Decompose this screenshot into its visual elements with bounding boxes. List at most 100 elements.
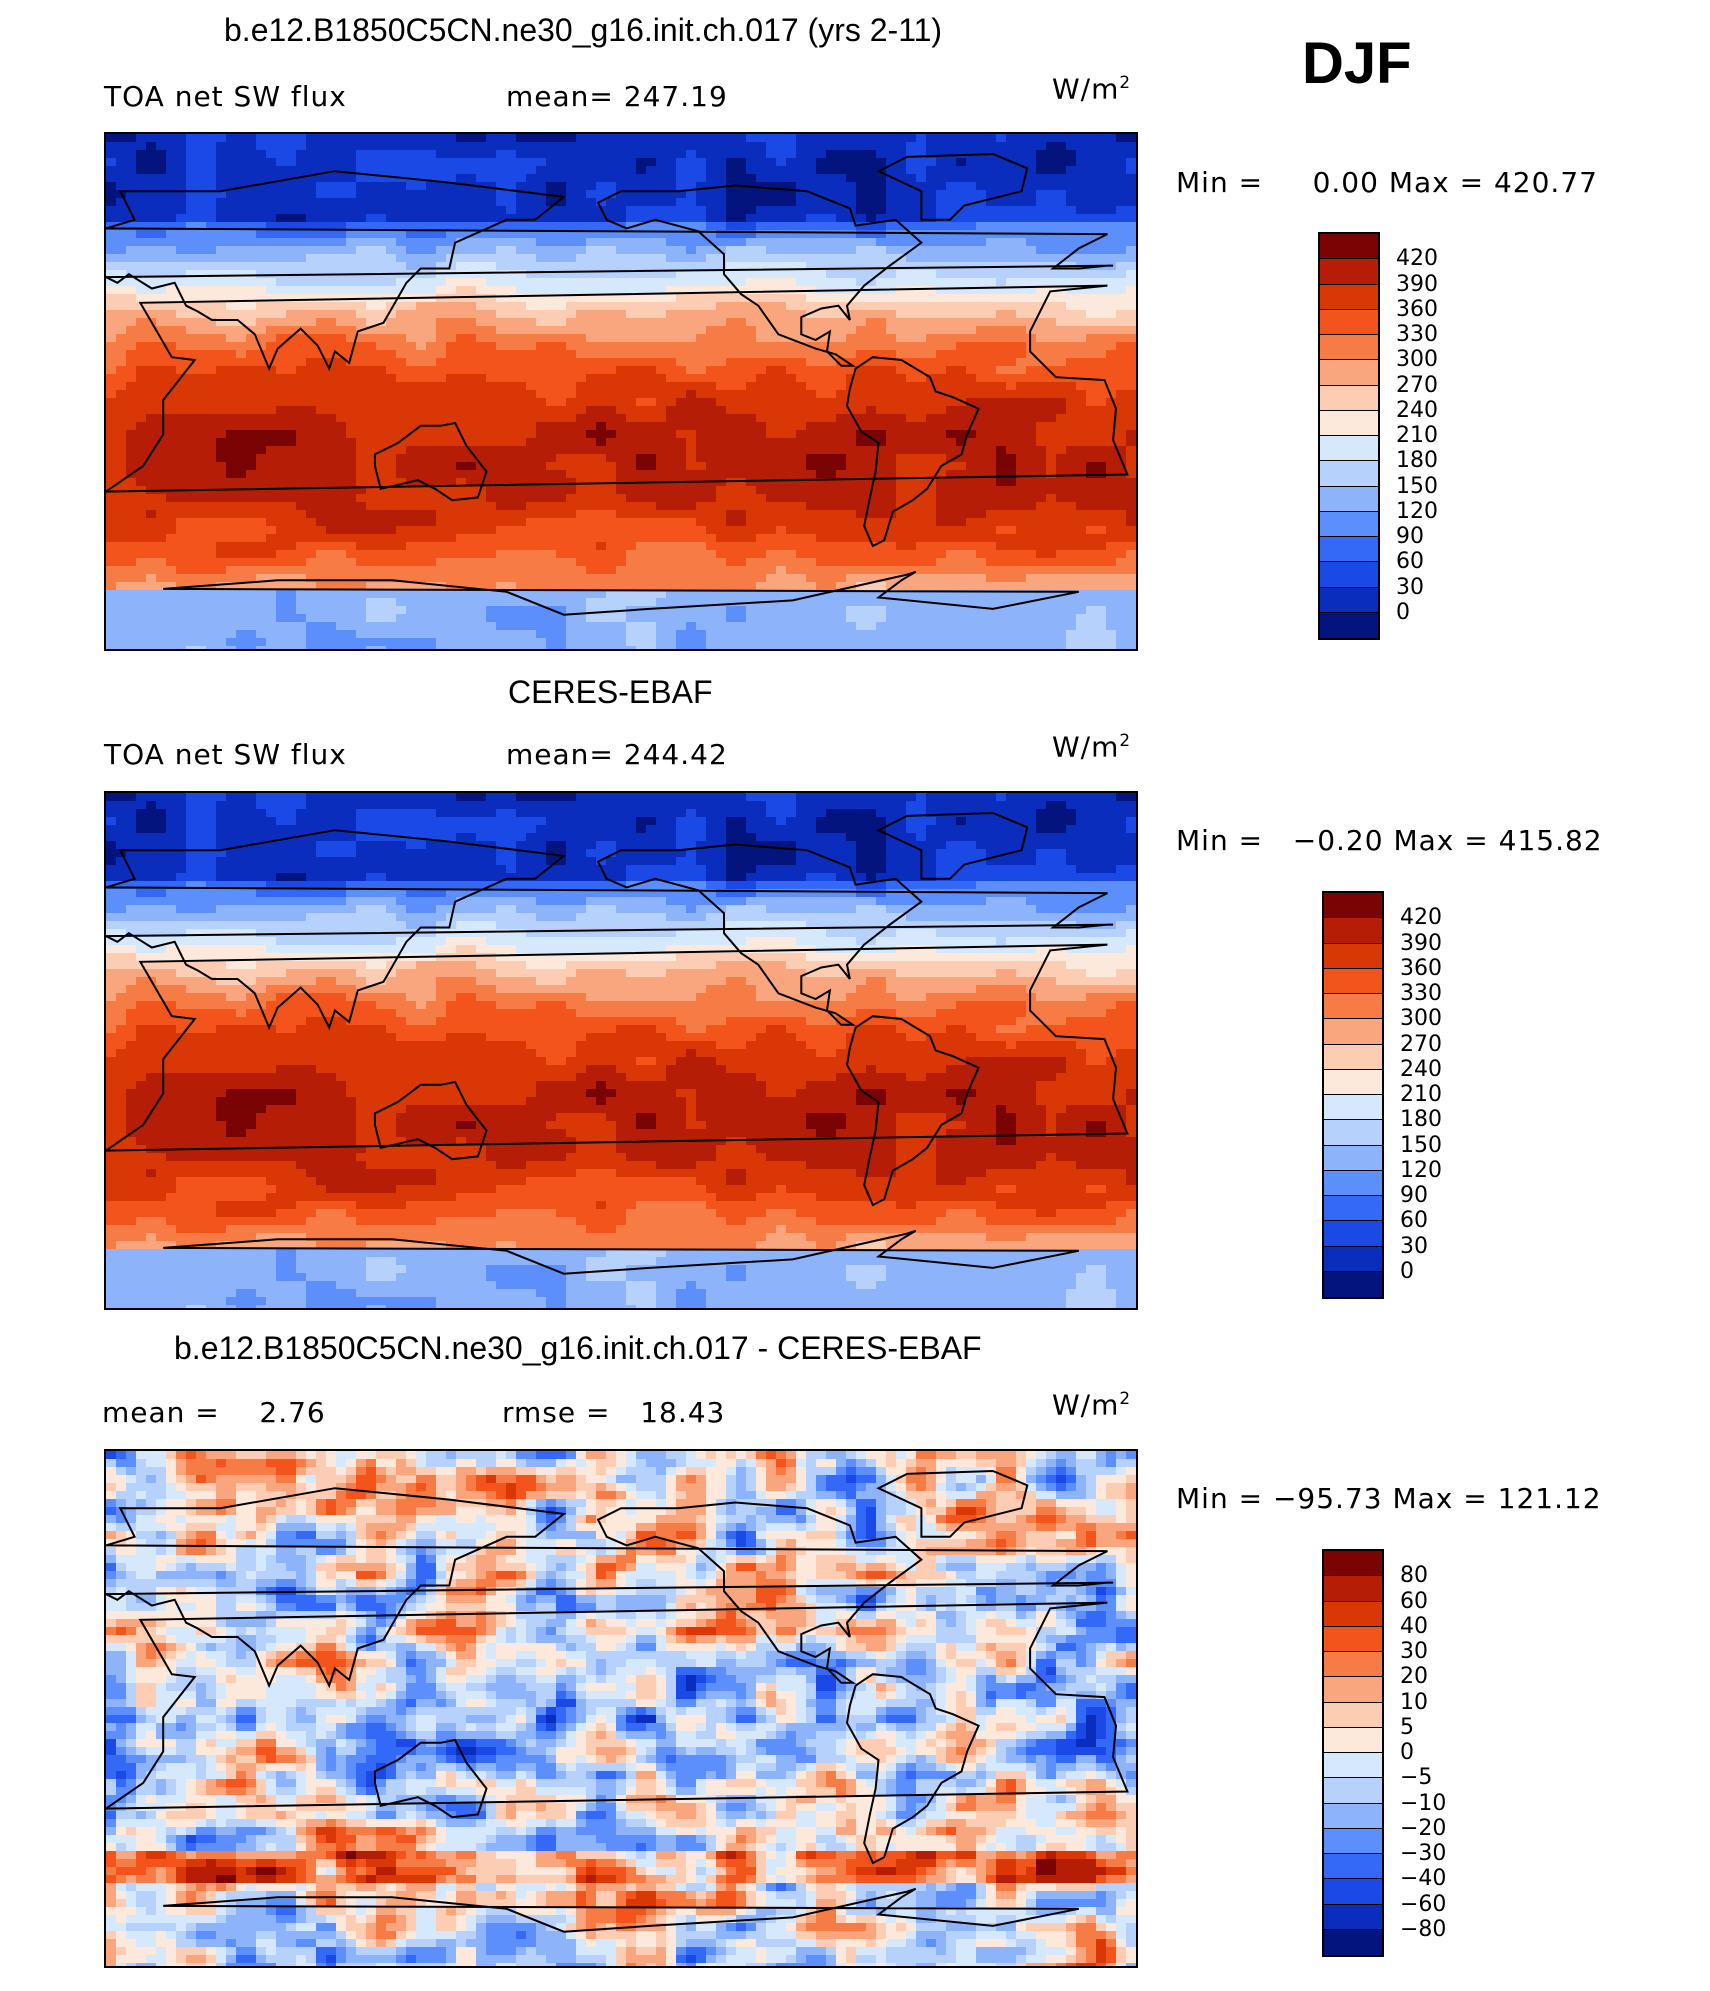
colorbar-segment [1324,1044,1382,1070]
colorbar-tick-label: 0 [1400,1259,1414,1284]
colorbar-segment [1324,1677,1382,1703]
panel1-mean-value: 247.19 [624,80,728,113]
colorbar-segment [1324,1551,1382,1577]
colorbar-tick-label: 180 [1396,448,1438,473]
panel1-min-max: Min = 0.00 Max = 420.77 [1176,166,1598,199]
colorbar-segment [1320,385,1378,411]
colorbar-segment [1324,1271,1382,1297]
panel3-map [104,1449,1138,1968]
colorbar-tick-label: 180 [1400,1107,1442,1132]
colorbar-tick-label: 420 [1396,246,1438,271]
colorbar-tick-label: 0 [1400,1740,1414,1765]
colorbar-segment [1324,968,1382,994]
colorbar-tick-label: 30 [1396,575,1424,600]
panel3-colorbar [1322,1549,1384,1957]
panel2-variable-label: TOA net SW flux [104,738,347,771]
panel3-mean-label: mean = 2.76 [102,1396,326,1429]
panel1-map [104,132,1138,651]
colorbar-tick-label: 300 [1400,1006,1442,1031]
colorbar-segment [1324,1170,1382,1196]
colorbar-segment [1324,1246,1382,1272]
colorbar-tick-label: 360 [1400,956,1442,981]
panel3-rmse-label: rmse = 18.43 [502,1396,725,1429]
colorbar-segment [1324,1702,1382,1728]
panel1-mean-label: mean= 247.19 [506,80,728,113]
colorbar-segment [1324,1778,1382,1804]
panel3-max-value: 121.12 [1498,1482,1602,1515]
colorbar-tick-label: −10 [1400,1791,1446,1816]
colorbar-tick-label: −40 [1400,1866,1446,1891]
colorbar-tick-label: 420 [1400,905,1442,930]
panel3-mean-value: 2.76 [259,1396,325,1429]
colorbar-tick-label: 40 [1400,1614,1428,1639]
colorbar-segment [1324,1221,1382,1247]
colorbar-segment [1324,1120,1382,1146]
colorbar-segment [1320,461,1378,487]
colorbar-tick-label: 90 [1396,524,1424,549]
colorbar-segment [1324,1727,1382,1753]
panel2-mean-value: 244.42 [624,738,728,771]
colorbar-tick-label: 210 [1400,1082,1442,1107]
colorbar-segment [1324,994,1382,1020]
panel2-min-max: Min = −0.20 Max = 415.82 [1176,824,1603,857]
colorbar-tick-label: 80 [1400,1563,1428,1588]
colorbar-segment [1320,486,1378,512]
colorbar-tick-label: 10 [1400,1690,1428,1715]
panel2-mean-label: mean= 244.42 [506,738,728,771]
colorbar-segment [1320,587,1378,613]
colorbar-tick-label: 270 [1396,373,1438,398]
colorbar-segment [1324,1145,1382,1171]
colorbar-segment [1324,1196,1382,1222]
colorbar-segment [1324,1652,1382,1678]
colorbar-tick-label: 60 [1400,1208,1428,1233]
colorbar-segment [1324,1753,1382,1779]
colorbar-tick-label: 150 [1396,474,1438,499]
colorbar-tick-label: 20 [1400,1664,1428,1689]
panel2-map [104,791,1138,1310]
colorbar-tick-label: 210 [1396,423,1438,448]
colorbar-tick-label: 30 [1400,1234,1428,1259]
panel3-title: b.e12.B1850C5CN.ne30_g16.init.ch.017 - C… [174,1330,982,1367]
colorbar-segment [1324,1854,1382,1880]
colorbar-tick-label: −5 [1400,1765,1432,1790]
colorbar-segment [1320,436,1378,462]
panel2-colorbar [1322,891,1384,1299]
colorbar-tick-label: 300 [1396,347,1438,372]
colorbar-segment [1324,1803,1382,1829]
colorbar-segment [1320,612,1378,638]
colorbar-segment [1324,893,1382,919]
panel1-units: W/m2 [1052,72,1131,105]
colorbar-tick-label: 270 [1400,1032,1442,1057]
panel2-title: CERES-EBAF [508,674,712,711]
colorbar-tick-label: −30 [1400,1841,1446,1866]
colorbar-tick-label: 60 [1400,1589,1428,1614]
colorbar-tick-label: −80 [1400,1917,1446,1942]
panel3-min-value: −95.73 [1273,1482,1383,1515]
colorbar-segment [1324,1601,1382,1627]
panel2-max-value: 415.82 [1499,824,1603,857]
colorbar-segment [1320,234,1378,260]
panel2-units: W/m2 [1052,730,1131,763]
colorbar-segment [1324,918,1382,944]
season-label: DJF [1302,30,1412,97]
colorbar-segment [1324,1904,1382,1930]
colorbar-segment [1320,537,1378,563]
panel1-min-value: 0.00 [1313,166,1379,199]
colorbar-tick-label: 120 [1396,499,1438,524]
colorbar-tick-label: 360 [1396,297,1438,322]
panel3-units: W/m2 [1052,1388,1131,1421]
colorbar-segment [1324,943,1382,969]
colorbar-tick-label: 0 [1396,600,1410,625]
panel1-colorbar [1318,232,1380,640]
colorbar-segment [1324,1879,1382,1905]
panel3-rmse-value: 18.43 [640,1396,725,1429]
colorbar-tick-label: 390 [1400,931,1442,956]
colorbar-segment [1320,410,1378,436]
colorbar-tick-label: 240 [1400,1057,1442,1082]
colorbar-segment [1320,259,1378,285]
colorbar-segment [1320,309,1378,335]
colorbar-segment [1324,1929,1382,1955]
colorbar-segment [1324,1019,1382,1045]
colorbar-tick-label: 90 [1400,1183,1428,1208]
colorbar-tick-label: 330 [1396,322,1438,347]
